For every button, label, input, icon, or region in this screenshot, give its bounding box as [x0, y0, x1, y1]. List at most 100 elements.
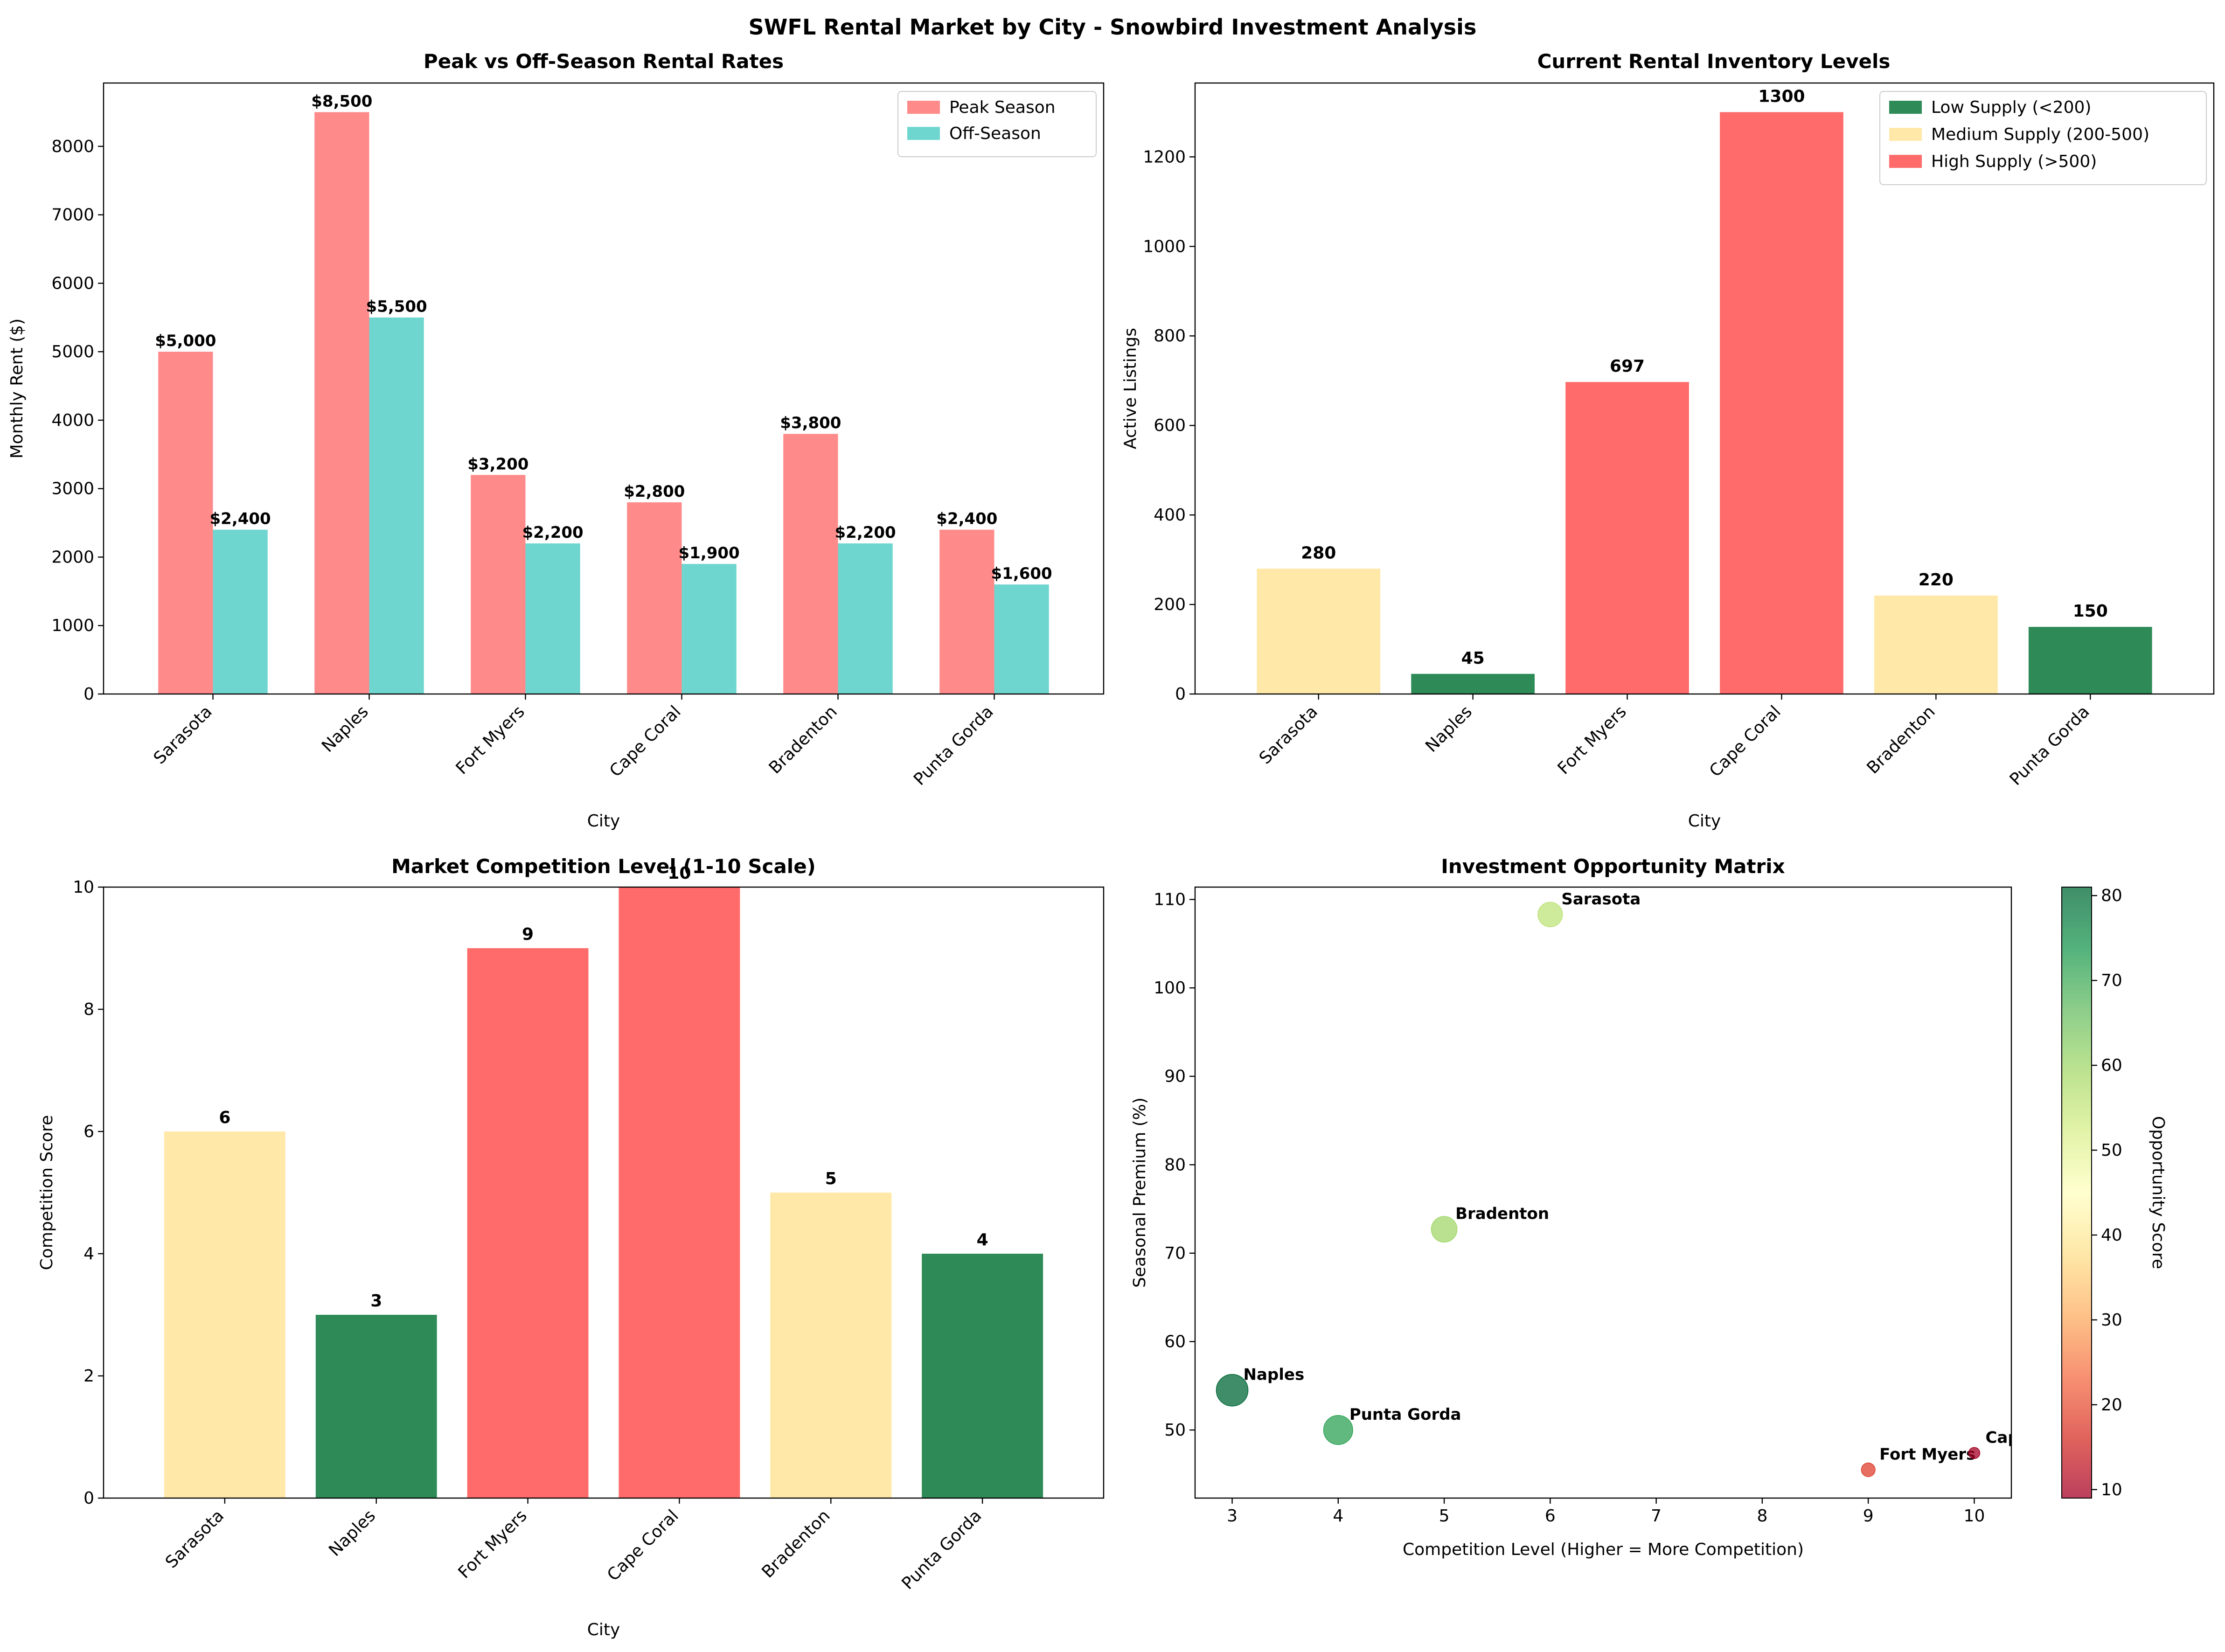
value-label-listings-fort-myers: 697 [1610, 357, 1645, 376]
bar-competition-naples [315, 1315, 437, 1498]
matrix-ytick-label: 80 [1164, 1155, 1186, 1174]
bar-competition-punta-gorda [922, 1254, 1043, 1498]
rates-ytick-label: 3000 [51, 479, 94, 499]
competition-x-axis-label: City [587, 1620, 620, 1639]
legend-label-high-supply: High Supply (>500) [1931, 152, 2097, 171]
rates-ytick-label: 2000 [51, 548, 94, 567]
bar-listings-fort-myers [1565, 382, 1689, 694]
point-label-fort-myers: Fort Myers [1879, 1445, 1975, 1464]
competition-ytick-label: 4 [83, 1244, 94, 1263]
rates-legend [897, 91, 1097, 157]
inventory-ytick-label: 600 [1154, 416, 1186, 435]
value-label-off-season-cape-coral: $1,900 [679, 544, 740, 562]
colorbar-tick-label: 30 [2101, 1311, 2122, 1330]
rates-ytick-label: 1000 [51, 616, 94, 635]
rates-ytick-label: 8000 [51, 137, 94, 156]
bar-listings-punta-gorda [2028, 627, 2152, 694]
bar-competition-sarasota [164, 1131, 285, 1498]
legend-label-medium-supply: Medium Supply (200-500) [1931, 125, 2149, 144]
rates-ytick-label: 5000 [51, 342, 94, 361]
competition-ytick-label: 6 [83, 1122, 94, 1141]
rates-y-axis-label: Monthly Rent ($) [7, 319, 27, 459]
panel-market-competition: Market Competition Level (1-10 Scale) 6 3… [37, 855, 1105, 1639]
value-label-peak-season-cape-coral: $2,800 [624, 482, 685, 501]
value-label-off-season-bradenton: $2,200 [835, 523, 896, 542]
matrix-ytick-label: 60 [1164, 1332, 1186, 1351]
matrix-x-axis-label: Competition Level (Higher = More Competi… [1403, 1540, 1804, 1559]
colorbar-tick-label: 40 [2101, 1226, 2122, 1245]
colorbar-tick-label: 20 [2101, 1395, 2122, 1415]
value-label-competition-cape-coral: 10 [668, 864, 691, 883]
colorbar-label: Opportunity Score [2149, 1116, 2168, 1269]
inventory-ytick-label: 800 [1154, 326, 1186, 346]
legend-swatch-peak-season [907, 101, 940, 114]
bar-listings-sarasota [1257, 569, 1381, 694]
chart-title-rates: Peak vs Off-Season Rental Rates [424, 50, 784, 73]
inventory-legend [1879, 91, 2207, 185]
matrix-xtick-label: 6 [1545, 1506, 1556, 1526]
bar-off-season-punta-gorda [994, 584, 1049, 694]
bar-off-season-cape-coral [681, 564, 737, 694]
inventory-x-axis-label: City [1688, 812, 1721, 831]
bar-off-season-fort-myers [525, 543, 580, 694]
inventory-ytick-label: 0 [1175, 685, 1186, 704]
competition-plot-frame [103, 886, 1105, 1499]
competition-ytick-label: 2 [83, 1367, 94, 1386]
value-label-listings-cape-coral: 1300 [1758, 87, 1805, 106]
colorbar-tick-label: 50 [2101, 1141, 2122, 1160]
legend-swatch-medium-supply [1889, 128, 1922, 141]
matrix-ytick-label: 90 [1164, 1067, 1186, 1086]
value-label-listings-naples: 45 [1461, 649, 1485, 668]
point-label-sarasota: Sarasota [1561, 890, 1641, 909]
colorbar [2061, 887, 2092, 1499]
value-label-competition-sarasota: 6 [219, 1108, 230, 1127]
value-label-listings-bradenton: 220 [1919, 570, 1954, 590]
point-fort-myers [1861, 1462, 1876, 1477]
colorbar-tick-label: 70 [2101, 971, 2122, 990]
bar-competition-fort-myers [467, 948, 589, 1498]
point-cape-coral [1968, 1447, 1981, 1459]
bar-peak-season-cape-coral [627, 502, 682, 694]
matrix-ytick-label: 70 [1164, 1244, 1186, 1263]
matrix-xtick-label: 3 [1227, 1506, 1238, 1526]
colorbar-tick-label: 10 [2101, 1480, 2122, 1499]
matrix-xtick-label: 10 [1964, 1506, 1985, 1526]
legend-label-off-season: Off-Season [949, 124, 1041, 143]
bar-peak-season-bradenton [783, 434, 838, 694]
bar-peak-season-naples [314, 112, 369, 694]
bar-peak-season-sarasota [158, 352, 213, 694]
legend-swatch-high-supply [1889, 155, 1922, 168]
legend-swatch-low-supply [1889, 101, 1922, 114]
matrix-ytick-label: 110 [1154, 890, 1186, 909]
chart-title-competition: Market Competition Level (1-10 Scale) [391, 855, 816, 878]
point-label-cape-coral: Cape Coral [1985, 1428, 2082, 1447]
inventory-plot-frame [1194, 82, 2215, 695]
legend-label-low-supply: Low Supply (<200) [1931, 98, 2091, 117]
point-label-bradenton: Bradenton [1455, 1205, 1549, 1223]
competition-y-axis-label: Competition Score [37, 1115, 56, 1270]
bar-competition-cape-coral [619, 887, 740, 1498]
bar-peak-season-fort-myers [471, 475, 526, 694]
rates-ytick-label: 7000 [51, 206, 94, 225]
value-label-listings-punta-gorda: 150 [2073, 602, 2108, 621]
bar-listings-cape-coral [1720, 112, 1843, 694]
value-label-competition-fort-myers: 9 [522, 925, 534, 944]
point-naples [1216, 1374, 1249, 1407]
value-label-off-season-fort-myers: $2,200 [522, 523, 584, 542]
rates-plot-frame [103, 82, 1105, 695]
value-label-peak-season-bradenton: $3,800 [780, 414, 841, 432]
competition-ytick-label: 8 [83, 1000, 94, 1019]
matrix-xtick-label: 8 [1757, 1506, 1767, 1526]
inventory-ytick-label: 200 [1154, 595, 1186, 614]
value-label-peak-season-naples: $8,500 [311, 92, 372, 111]
legend-swatch-off-season [907, 127, 940, 140]
matrix-xtick-label: 5 [1439, 1506, 1450, 1526]
value-label-peak-season-punta-gorda: $2,400 [936, 510, 997, 528]
value-label-competition-bradenton: 5 [825, 1169, 837, 1188]
value-label-off-season-sarasota: $2,400 [210, 510, 271, 528]
inventory-ytick-label: 1000 [1143, 237, 1186, 256]
value-label-competition-punta-gorda: 4 [977, 1230, 988, 1249]
matrix-plot-frame [1194, 886, 2012, 1499]
competition-ytick-label: 10 [73, 878, 94, 897]
